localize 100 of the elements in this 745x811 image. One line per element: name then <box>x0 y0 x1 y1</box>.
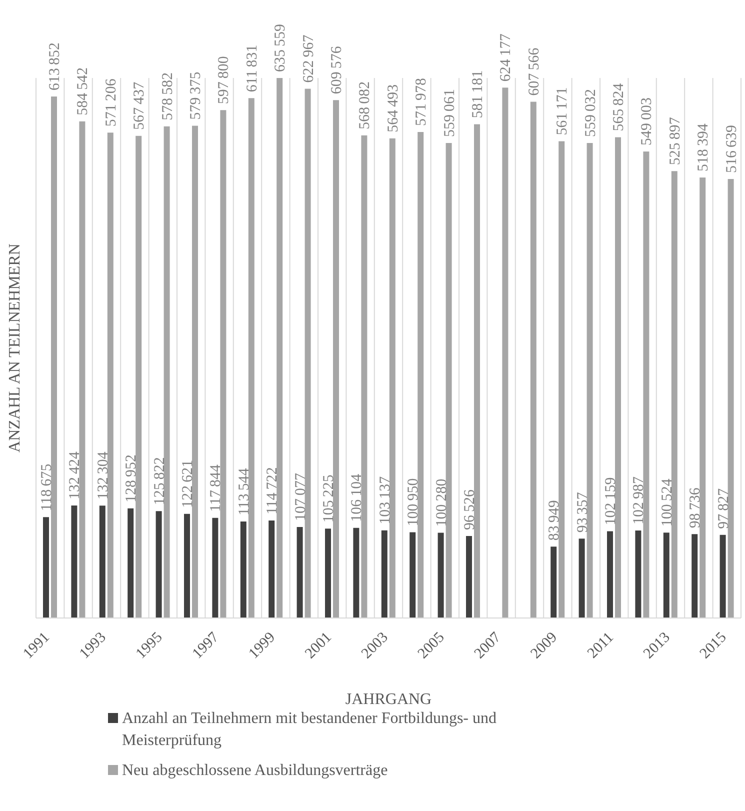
data-label: 113 544 <box>236 468 252 516</box>
x-tick-label: 1991 <box>20 630 53 662</box>
data-label: 102 159 <box>603 477 619 526</box>
bar <box>720 534 726 618</box>
data-label: 96 526 <box>462 488 478 530</box>
data-label: 635 559 <box>272 24 289 72</box>
data-label: 100 950 <box>406 478 422 526</box>
bar <box>607 531 613 618</box>
data-label: 518 394 <box>696 123 712 172</box>
data-label: 559 061 <box>442 88 458 137</box>
data-label: 100 280 <box>434 478 450 527</box>
bar <box>296 527 303 618</box>
bar <box>184 514 190 618</box>
legend-label: Neu abgeschlossene Ausbildungsverträge <box>121 761 389 781</box>
bar <box>220 110 226 618</box>
bar <box>71 505 78 618</box>
bar <box>136 136 142 618</box>
bar <box>586 143 593 618</box>
bar <box>51 96 57 618</box>
bar <box>268 520 275 618</box>
bar <box>156 511 162 618</box>
x-tick-label: 2011 <box>584 630 617 662</box>
data-label: 579 375 <box>188 72 204 120</box>
data-label: 622 967 <box>300 34 317 83</box>
bar <box>728 179 734 618</box>
bar <box>353 528 360 618</box>
data-label: 132 304 <box>95 451 112 500</box>
data-label: 93 357 <box>574 492 591 533</box>
bar <box>248 98 254 618</box>
data-label: 581 181 <box>470 70 486 118</box>
data-label: 114 722 <box>264 467 281 515</box>
data-label: 561 171 <box>554 87 571 136</box>
bar <box>212 518 218 618</box>
data-label: 132 424 <box>67 450 84 500</box>
data-label: 567 437 <box>132 81 148 130</box>
bar <box>192 126 198 618</box>
bar <box>438 532 444 618</box>
data-label: 106 104 <box>349 473 366 522</box>
data-label: 613 852 <box>47 42 63 90</box>
bar <box>333 100 339 618</box>
bar <box>530 102 536 618</box>
data-label: 118 675 <box>39 464 55 512</box>
bar <box>164 126 170 618</box>
bar <box>692 534 698 618</box>
bar <box>671 171 678 618</box>
bar <box>410 532 416 618</box>
bar <box>550 546 557 618</box>
data-label: 559 032 <box>582 89 599 138</box>
bar <box>418 132 424 618</box>
data-label: 624 177 <box>498 33 514 82</box>
legend-label: Anzahl an Teilnehmern mit bestandener Fortbildungs- und Meisterprüfung <box>121 709 498 751</box>
data-label: 584 542 <box>75 67 92 116</box>
data-label: 565 824 <box>611 82 627 132</box>
bar <box>99 506 106 618</box>
data-label: 525 897 <box>667 116 684 166</box>
data-label: 549 003 <box>639 98 656 146</box>
bar <box>446 142 452 618</box>
data-label: 516 639 <box>724 125 740 174</box>
bar <box>635 530 642 618</box>
data-label: 117 844 <box>208 464 224 512</box>
data-label: 97 827 <box>716 488 732 529</box>
bar <box>304 88 311 618</box>
data-label: 105 225 <box>321 474 337 523</box>
x-axis-title: JAHRGANG <box>345 691 432 708</box>
bar <box>700 178 706 618</box>
bar <box>558 141 565 618</box>
bar <box>43 517 49 618</box>
data-label: 125 822 <box>152 457 168 506</box>
data-label: 568 082 <box>357 81 374 130</box>
data-label: 83 949 <box>546 500 563 541</box>
bar <box>389 138 396 618</box>
bar <box>466 536 472 618</box>
bar <box>381 530 388 618</box>
bar <box>325 528 331 618</box>
bar <box>361 135 368 618</box>
bar <box>578 538 585 618</box>
bar <box>107 132 114 618</box>
data-label: 102 987 <box>631 476 648 524</box>
data-label: 611 831 <box>244 44 260 92</box>
bar <box>643 152 650 618</box>
data-label: 100 524 <box>659 478 676 527</box>
bar <box>79 121 86 618</box>
bar <box>615 137 621 618</box>
data-label: 103 137 <box>377 476 394 524</box>
bar <box>240 522 246 618</box>
bar <box>128 508 134 618</box>
data-label: 578 582 <box>160 72 176 120</box>
data-label: 122 621 <box>180 460 196 508</box>
bar <box>502 88 508 618</box>
bar <box>663 532 670 618</box>
data-label: 609 576 <box>329 46 345 94</box>
bar <box>276 78 283 618</box>
data-label: 607 566 <box>526 47 542 96</box>
data-label: 564 493 <box>385 84 402 132</box>
bar <box>474 124 480 618</box>
data-label: 571 206 <box>103 78 120 127</box>
data-label: 98 736 <box>688 487 704 528</box>
data-label: 128 952 <box>124 454 140 502</box>
y-axis-title: ANZAHL AN TEILNEHMERN <box>6 243 24 452</box>
data-label: 597 800 <box>216 56 232 104</box>
